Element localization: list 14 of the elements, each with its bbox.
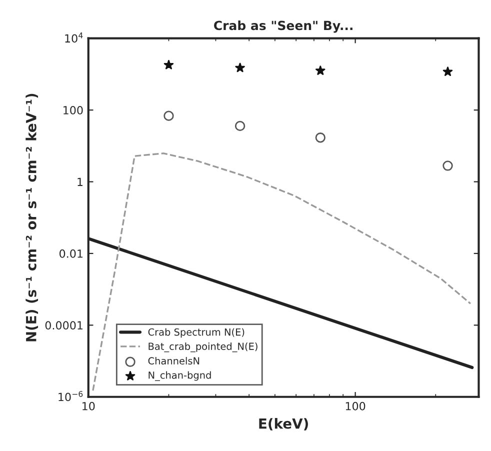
legend-label: Crab Spectrum N(E) [148, 328, 244, 338]
y-axis-title: N(E) (s⁻¹ cm⁻² or s⁻¹ cm⁻² keV⁻¹) [26, 94, 38, 342]
legend-label: Bat_crab_pointed_N(E) [148, 342, 258, 352]
x-axis-title: E(keV) [259, 418, 308, 430]
y-tick-label: 10$^{−6}$ [58, 390, 83, 402]
y-tick-label: 100 [64, 106, 83, 114]
legend-label: ChannelsN [148, 357, 200, 365]
y-tick-label: 10$^{4}$ [65, 32, 83, 43]
y-tick-label: 1 [78, 178, 82, 186]
y-tick-label: 0.0001 [45, 321, 82, 330]
legend-label: N_chan-bgnd [148, 371, 211, 381]
y-tick-label: 0.01 [60, 249, 82, 258]
chart-title: Crab as "Seen" By... [214, 20, 352, 33]
x-tick-label: 10 [82, 402, 95, 410]
